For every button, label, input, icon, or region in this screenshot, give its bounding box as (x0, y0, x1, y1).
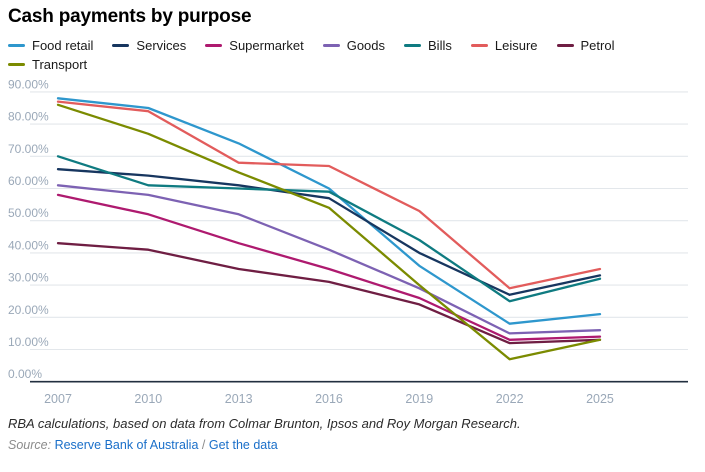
x-tick-label: 2010 (134, 392, 162, 406)
legend-label: Bills (428, 38, 452, 53)
chart-area: 0.00% 10.00% 20.00% 30.00% 40.00% 50.00% 60.00… (0, 66, 705, 411)
y-tick-label: 0.00% (8, 367, 42, 381)
series-line-supermarket (56, 193, 602, 341)
legend-swatch (556, 44, 574, 47)
y-tick-label: 60.00% (8, 174, 49, 188)
legend-item-goods: Goods (322, 38, 386, 53)
y-tick-label: 70.00% (8, 142, 49, 156)
x-tick-label: 2007 (44, 392, 72, 406)
legend-swatch (322, 44, 340, 47)
legend-label: Food retail (32, 38, 94, 53)
legend-item-leisure: Leisure (470, 38, 538, 53)
page-title: Cash payments by purpose (8, 6, 252, 27)
legend-item-bills: Bills (404, 38, 452, 53)
x-tick-label: 2025 (586, 392, 614, 406)
x-tick-label: 2013 (225, 392, 253, 406)
chart-note: RBA calculations, based on data from Col… (8, 416, 521, 431)
line-chart: 0.00% 10.00% 20.00% 30.00% 40.00% 50.00% 60.00… (8, 77, 688, 406)
legend-item-food-retail: Food retail (8, 38, 93, 53)
legend-item-services: Services (112, 38, 186, 53)
source-link[interactable]: Reserve Bank of Australia (54, 438, 199, 452)
source-separator: / (201, 438, 206, 452)
series-line-goods (56, 184, 602, 335)
chart-legend: Food retail Services Supermarket Goods Bills… (8, 38, 701, 72)
legend-swatch (205, 44, 223, 47)
series-line-petrol (56, 242, 602, 345)
legend-label: Transport (32, 57, 88, 72)
y-tick-label: 30.00% (8, 271, 49, 285)
y-tick-label: 20.00% (8, 303, 49, 317)
series-line-food-retail (56, 97, 602, 325)
series-line-transport (56, 103, 602, 361)
legend-swatch (404, 44, 422, 47)
y-tick-label: 10.00% (8, 335, 49, 349)
source-line: Source: Reserve Bank of Australia / Get … (8, 438, 278, 452)
legend-label: Petrol (580, 38, 615, 53)
source-label: Source: (8, 438, 52, 452)
x-tick-label: 2016 (315, 392, 343, 406)
legend-swatch (8, 44, 25, 47)
legend-swatch (8, 63, 25, 66)
legend-item-supermarket: Supermarket (205, 38, 304, 53)
legend-label: Leisure (494, 38, 538, 53)
legend-item-transport: Transport (8, 57, 87, 72)
get-the-data-link[interactable]: Get the data (208, 438, 278, 452)
y-tick-label: 90.00% (8, 77, 49, 91)
legend-label: Goods (346, 38, 386, 53)
legend-label: Supermarket (229, 38, 304, 53)
series-line-leisure (56, 100, 602, 290)
legend-swatch (112, 44, 130, 47)
y-tick-label: 80.00% (8, 110, 49, 124)
series-line-services (56, 168, 602, 296)
series-line-bills (56, 155, 602, 303)
y-tick-label: 50.00% (8, 206, 49, 220)
y-tick-label: 40.00% (8, 238, 49, 252)
legend-label: Services (136, 38, 187, 53)
legend-swatch (470, 44, 488, 47)
x-tick-label: 2019 (405, 392, 433, 406)
x-tick-label: 2022 (496, 392, 524, 406)
legend-item-petrol: Petrol (556, 38, 615, 53)
